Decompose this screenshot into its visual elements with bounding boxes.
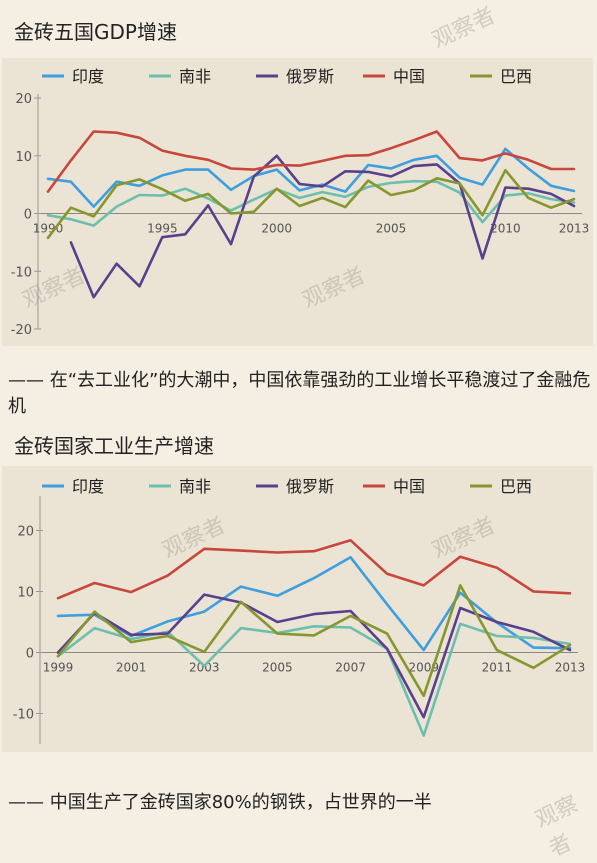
x-tick-label: 2013 — [555, 661, 586, 675]
x-tick-label: 1995 — [147, 222, 178, 236]
legend-label: 俄罗斯 — [286, 477, 334, 496]
y-tick-label: 20 — [15, 92, 32, 107]
chart1-title: 金砖五国GDP增速 — [14, 20, 177, 44]
legend-label: 巴西 — [500, 67, 532, 86]
series-line-南非 — [56, 622, 572, 737]
legend-label: 南非 — [179, 67, 211, 86]
series-line-巴西 — [46, 168, 576, 240]
y-tick-label: 10 — [17, 586, 34, 601]
legend-label: 印度 — [72, 477, 104, 496]
legend-label: 俄罗斯 — [286, 67, 334, 86]
series-line-南非 — [46, 179, 576, 227]
x-tick-label: 2001 — [116, 661, 147, 675]
chart1-svg: 20100-10-201990 1995 2000 2005 2010 2013印度 南非俄… — [11, 67, 590, 338]
chart2-panel: 20 10 0 -10 1999 2001 2003 2005 2007 2009 2011 2013… — [2, 466, 593, 752]
x-tick-label: 2007 — [335, 661, 366, 675]
y-tick-label: -20 — [11, 323, 32, 338]
series-line-俄罗斯 — [69, 154, 576, 299]
y-tick-label: -10 — [13, 708, 34, 723]
legend-label: 中国 — [393, 477, 425, 496]
x-tick-label: 2005 — [262, 661, 293, 675]
series-line-巴西 — [56, 584, 572, 698]
x-tick-label: 2005 — [376, 222, 407, 236]
chart2-title: 金砖国家工业生产增速 — [14, 434, 214, 458]
y-tick-label: 0 — [24, 208, 32, 223]
y-tick-label: 10 — [15, 150, 32, 165]
x-tick-label: 2000 — [261, 222, 292, 236]
legend-label: 印度 — [72, 67, 104, 86]
y-tick-label: 20 — [17, 525, 34, 540]
x-tick-label: 2013 — [559, 222, 590, 236]
chart1-panel: 20 10 0 -10 -20 1990 1995 2000 2005 2010 2013 印度 南非俄… — [2, 58, 593, 346]
series-line-中国 — [46, 130, 576, 193]
legend-label: 巴西 — [500, 477, 532, 496]
x-tick-label: 2010 — [490, 222, 521, 236]
x-tick-label: 1999 — [43, 661, 74, 675]
x-tick-label: 2003 — [189, 661, 220, 675]
x-tick-label: 2011 — [482, 661, 513, 675]
legend-label: 中国 — [393, 67, 425, 86]
series-line-中国 — [56, 539, 572, 600]
series-line-俄罗斯 — [56, 593, 572, 719]
caption-2: —— 中国生产了金砖国家80%的钢铁，占世界的一半 — [8, 792, 432, 813]
series-line-印度 — [46, 147, 576, 208]
caption-1: —— 在“去工业化”的大潮中，中国依靠强劲的工业增长平稳渡过了金融危机 — [8, 370, 591, 417]
y-tick-label: -10 — [11, 265, 32, 280]
series-line-印度 — [56, 556, 572, 652]
watermark: 观察者 — [428, 2, 500, 54]
y-tick-label: 0 — [26, 647, 34, 662]
x-tick-label: 1990 — [33, 222, 64, 236]
legend-label: 南非 — [179, 477, 211, 496]
